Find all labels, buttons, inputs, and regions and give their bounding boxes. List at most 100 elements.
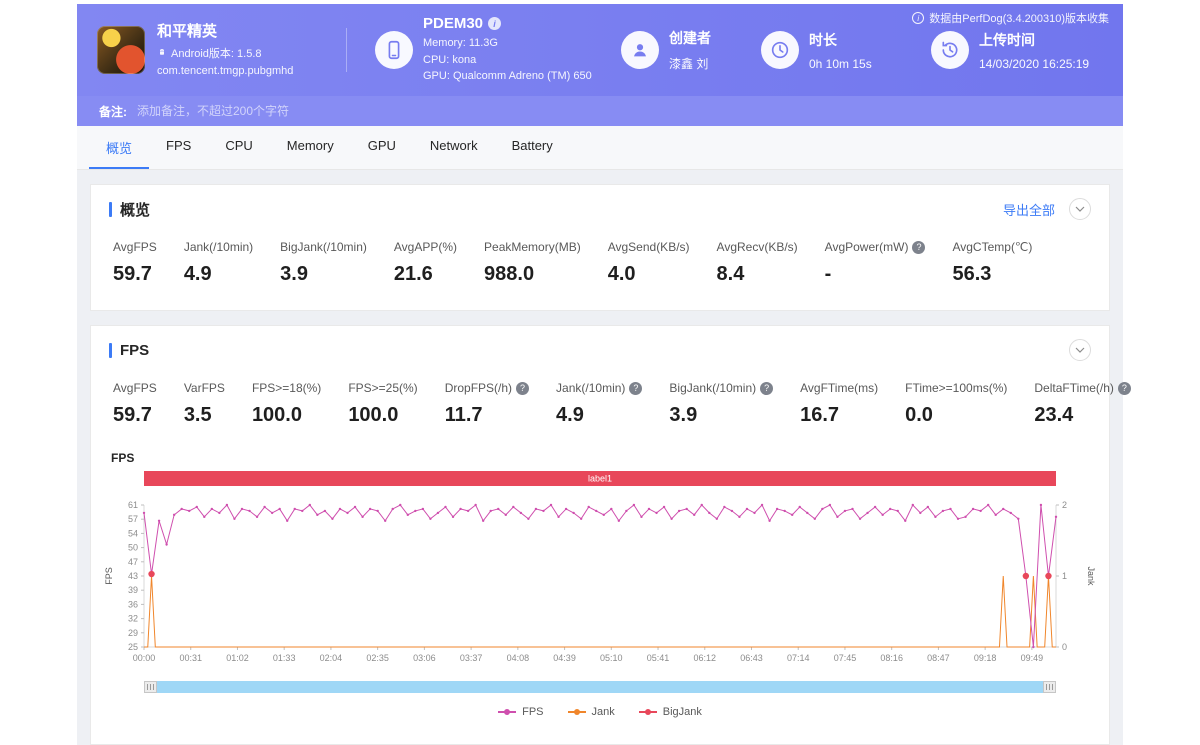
svg-text:50: 50 [128,543,138,553]
chart-scrollbar[interactable] [144,681,1056,693]
metric-label: VarFPS [183,381,225,395]
svg-text:57: 57 [128,514,138,524]
metric-value: 0.0 [905,404,933,426]
duration-label: 时长 [809,31,837,48]
svg-text:FPS: FPS [104,567,114,585]
metric-value: 8.4 [716,263,745,285]
metric-AvgRecv(KB/s): AvgRecv(KB/s) 8.4 [717,240,798,286]
svg-text:1: 1 [1062,571,1067,581]
metric-value: 23.4 [1034,404,1074,426]
metric-value: 988.0 [484,263,535,285]
game-android-version: Android版本: 1.5.8 [171,47,262,60]
game-info: 和平精英 Android版本: 1.5.8 com.tencent.tmgp.p… [97,20,340,80]
scrollbar-right-handle[interactable] [1043,681,1056,693]
svg-text:39: 39 [128,585,138,595]
metric-PeakMemory(MB): PeakMemory(MB) 988.0 [484,240,581,286]
metric-label: AvgRecv(KB/s) [716,240,798,254]
game-android-version-row: Android版本: 1.5.8 [157,46,293,63]
legend-jank[interactable]: Jank [567,706,615,718]
svg-text:25: 25 [128,642,138,652]
metric-Jank(/10min): Jank(/10min)? 4.9 [556,381,643,427]
metric-label: AvgFTime(ms) [800,381,879,395]
help-icon[interactable]: ? [760,381,774,395]
legend-marker [638,709,657,715]
metric-label: FPS>=18(%) [251,381,322,395]
metric-label: FTime>=100ms(%) [905,381,1008,395]
svg-text:03:06: 03:06 [413,653,436,663]
tab-FPS[interactable]: FPS [166,138,192,153]
metric-FTime>=100ms(%): FTime>=100ms(%) 0.0 [905,381,1007,427]
metric-value: 59.7 [113,404,152,426]
game-app-icon [97,26,145,74]
metric-label: AvgSend(KB/s) [607,240,690,254]
metric-AvgSend(KB/s): AvgSend(KB/s) 4.0 [608,240,690,286]
metric-DropFPS(/h): DropFPS(/h)? 11.7 [444,381,530,427]
tab-CPU[interactable]: CPU [225,138,253,153]
legend-fps[interactable]: FPS [498,706,544,718]
svg-text:01:02: 01:02 [226,653,249,663]
svg-text:05:41: 05:41 [647,653,670,663]
perfdog-report-app: i 数据由PerfDog(3.4.200310)版本收集 和平精英 Androi… [77,4,1131,745]
collapse-button[interactable] [1069,339,1091,361]
device-cpu: CPU: kona [423,53,477,66]
help-icon[interactable]: ? [912,240,926,254]
legend-label: Jank [591,706,615,718]
fps-metrics: AvgFPS 59.7 VarFPS 3.5 FPS>=18(%) 100.0 FPS>=2… [91,365,1131,451]
metric-value: 3.9 [669,404,698,426]
legend-marker [498,709,517,715]
svg-text:08:47: 08:47 [927,653,950,663]
device-info-icon[interactable]: i [488,17,502,31]
collapse-button[interactable] [1069,198,1091,220]
help-icon[interactable]: ? [629,381,643,395]
metric-label: PeakMemory(MB) [484,240,581,254]
metric-label: AvgFPS [113,381,157,395]
legend-label: BigJank [662,706,702,718]
metric-value: 3.9 [280,263,308,285]
metric-label: DropFPS(/h)? [445,381,530,395]
tab-GPU[interactable]: GPU [367,138,396,153]
fps-chart-svg[interactable]: label1 25 29 32 36 39 43 47 50 54 57 61 0 1 2 00:00 00:3… [100,469,1100,681]
svg-text:07:45: 07:45 [834,653,857,663]
svg-text:29: 29 [128,628,138,638]
metric-BigJank(/10min): BigJank(/10min)? 3.9 [669,381,774,427]
note-label: 备注: [99,104,127,119]
metric-value: 3.5 [183,404,212,426]
device-gpu: GPU: Qualcomm Adreno (TM) 650 [423,70,592,83]
svg-text:36: 36 [128,599,138,609]
metric-label: AvgAPP(%) [393,240,458,254]
upload-label: 上传时间 [979,31,1035,48]
metric-label: FPS>=25(%) [348,381,418,395]
metric-value: 59.7 [113,263,152,285]
metric-value: 11.7 [444,404,483,426]
svg-text:label1: label1 [588,474,612,484]
svg-text:04:39: 04:39 [553,653,576,663]
legend-bigjank[interactable]: BigJank [638,706,702,718]
svg-text:07:14: 07:14 [787,653,810,663]
help-icon[interactable]: ? [1117,381,1131,395]
tab-概览[interactable]: 概览 [89,126,150,169]
help-icon[interactable]: ? [516,381,530,395]
metric-label: BigJank(/10min) [280,240,367,254]
metric-value: 4.0 [607,263,636,285]
metric-value: 21.6 [393,263,433,285]
note-input[interactable] [135,103,555,119]
svg-text:2: 2 [1062,500,1067,510]
scrollbar-left-handle[interactable] [144,681,157,693]
svg-text:06:43: 06:43 [740,653,763,663]
metric-AvgPower(mW): AvgPower(mW)? - [825,240,926,286]
export-all-link[interactable]: 导出全部 [1002,202,1055,218]
svg-text:00:31: 00:31 [179,653,202,663]
game-package: com.tencent.tmgp.pubgmhd [157,65,294,77]
tab-Network[interactable]: Network [429,138,478,153]
collect-info-text: 数据由PerfDog(3.4.200310)版本收集 [929,13,1109,25]
tab-Battery[interactable]: Battery [511,138,553,153]
tab-Memory[interactable]: Memory [286,138,334,153]
svg-text:02:35: 02:35 [366,653,389,663]
duration-value: 0h 10m 15s [809,56,872,71]
fps-card-header: FPS [91,326,1109,365]
svg-text:08:16: 08:16 [880,653,903,663]
metric-label: AvgPower(mW)? [825,240,926,254]
metric-label: Jank(/10min)? [556,381,643,395]
overview-card: 概览 导出全部 AvgFPS 59.7 Jank(/10min) 4.9 BigJank… [90,184,1110,311]
metric-label: AvgCTemp(℃) [952,240,1033,254]
